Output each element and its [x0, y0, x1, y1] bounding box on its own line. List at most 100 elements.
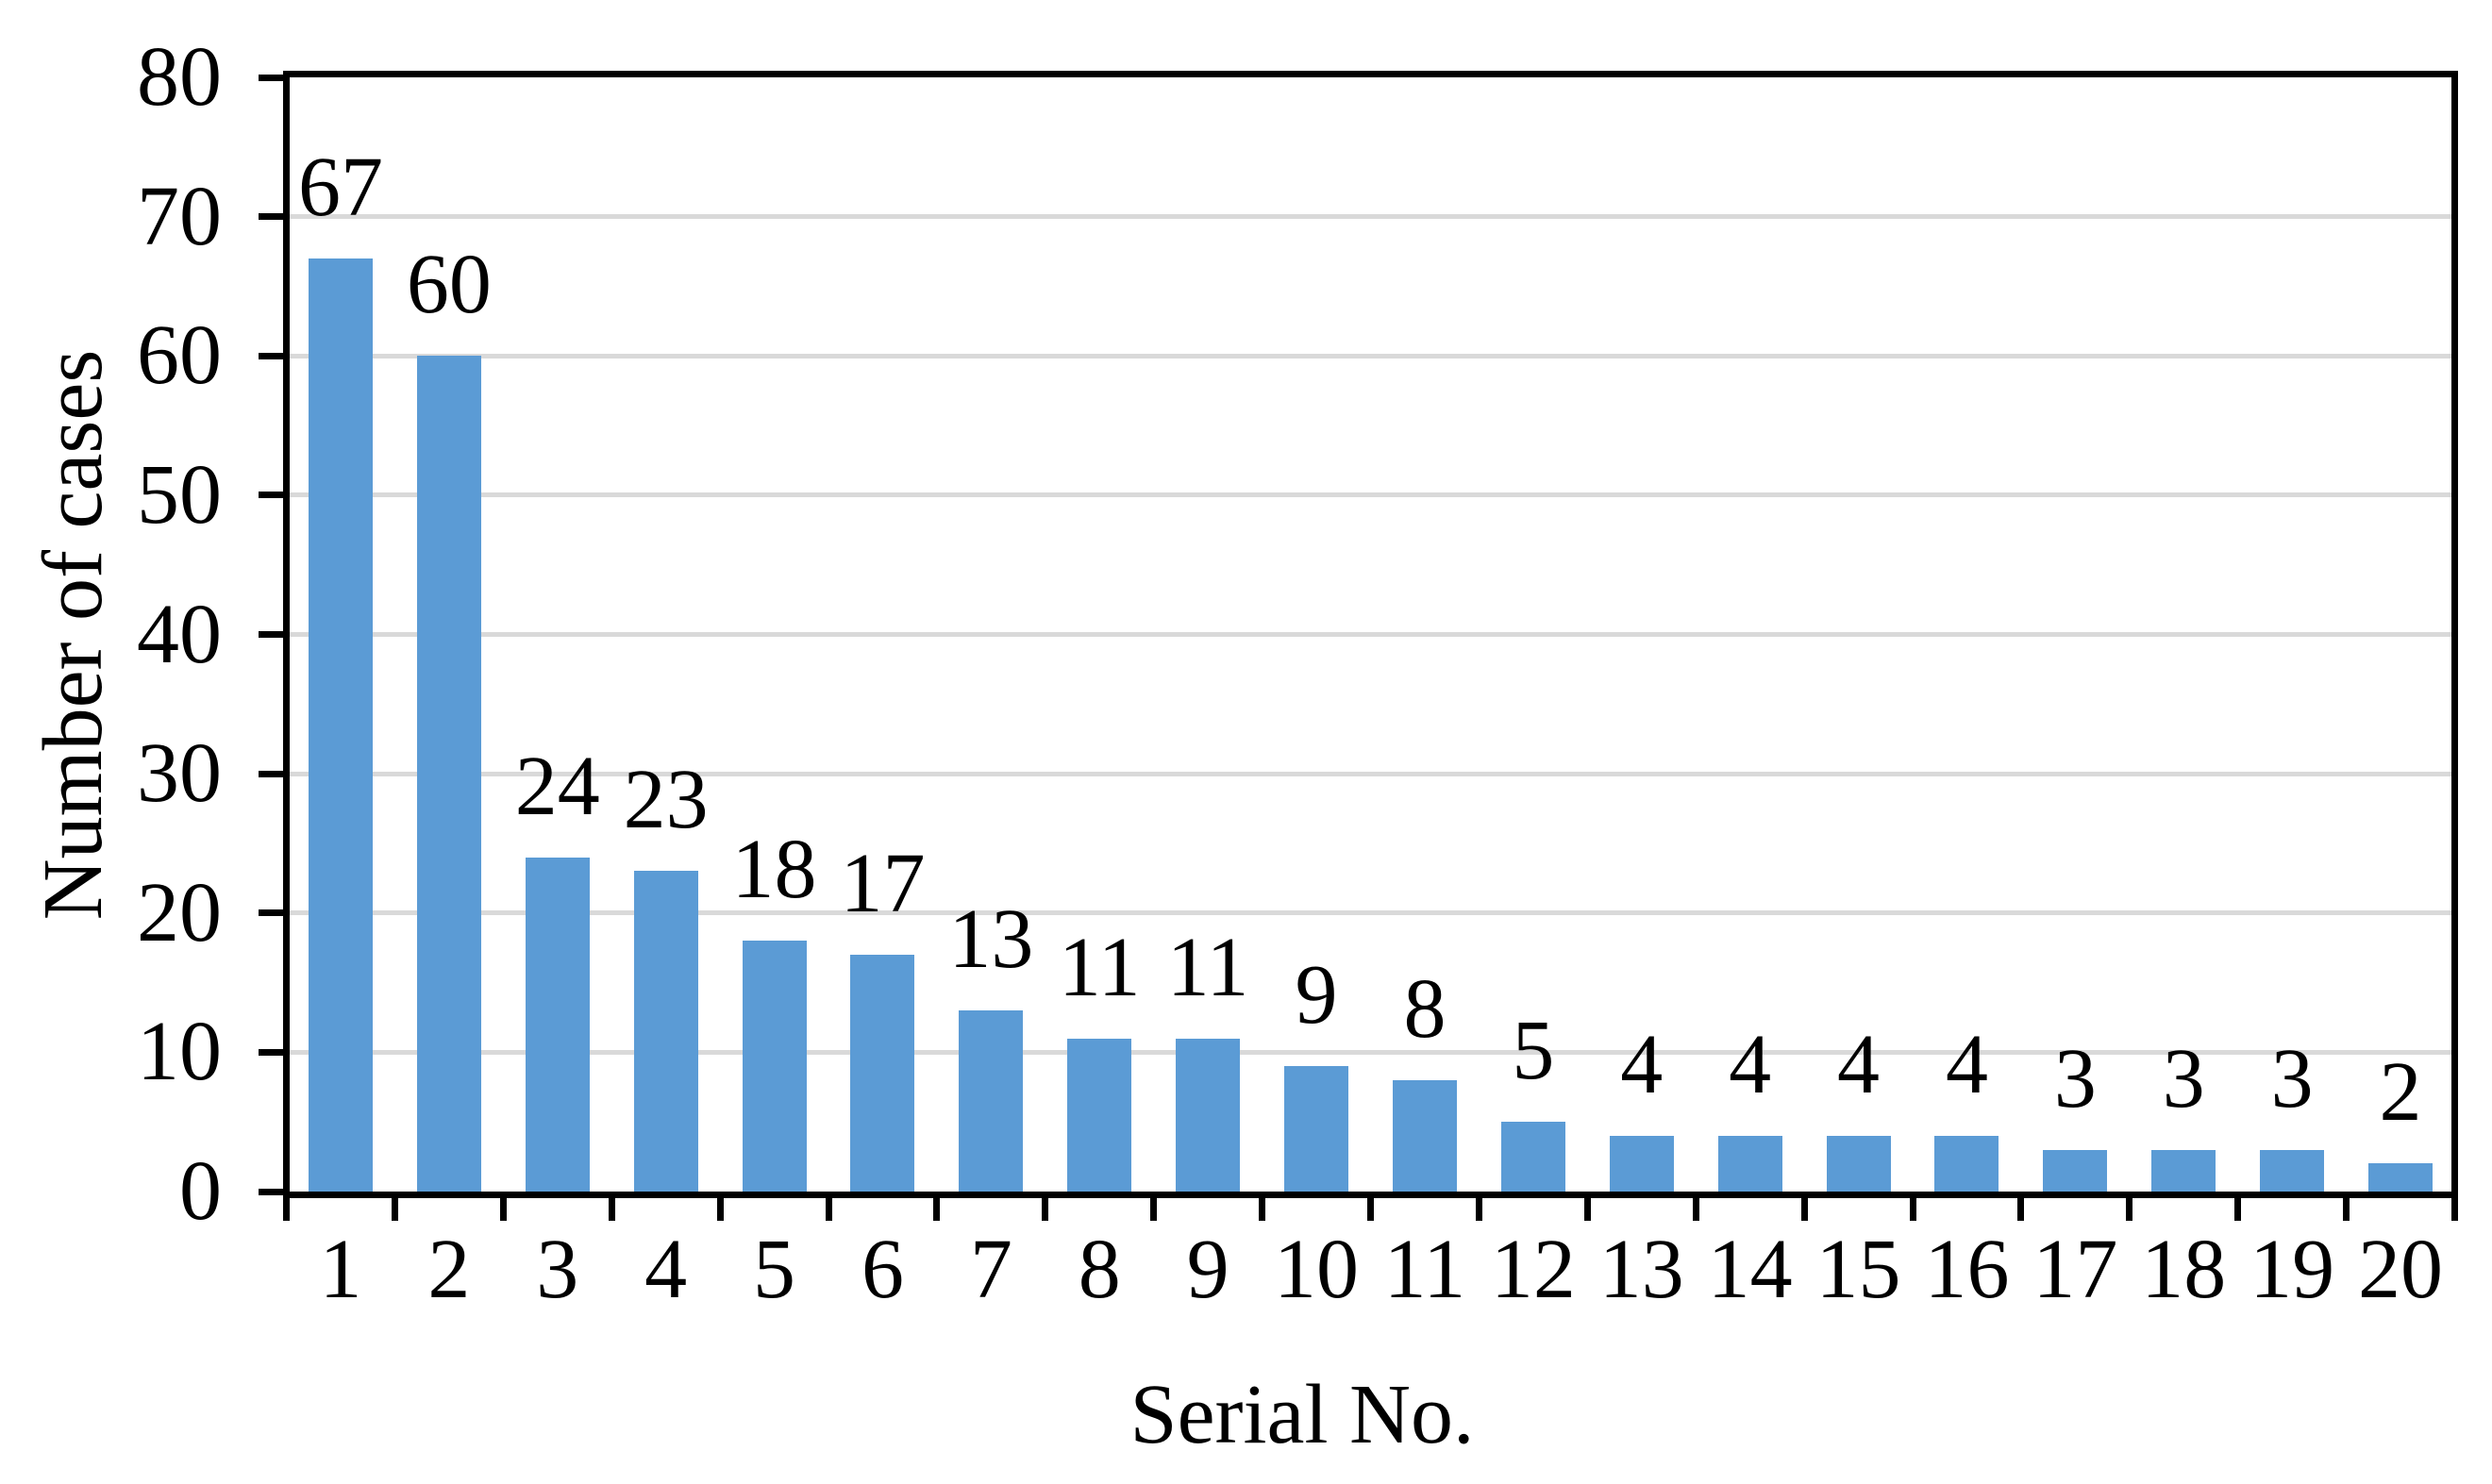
x-tick-label: 7 [969, 1223, 1012, 1316]
x-tick-mark [1150, 1198, 1158, 1221]
y-tick-mark [259, 770, 283, 777]
x-tick-label: 12 [1490, 1223, 1576, 1316]
x-tick-mark [2017, 1198, 2025, 1221]
x-tick-label: 3 [536, 1223, 579, 1316]
x-tick-mark [1692, 1198, 1699, 1221]
x-tick-mark [1042, 1198, 1049, 1221]
y-tick-label: 10 [137, 1005, 222, 1099]
x-tick-label: 4 [644, 1223, 688, 1316]
gridline [290, 632, 2451, 637]
bar-value-label: 18 [731, 823, 817, 917]
x-tick-label: 9 [1186, 1223, 1229, 1316]
bar [2260, 1149, 2325, 1192]
x-tick-label: 2 [427, 1223, 471, 1316]
x-tick-mark [2343, 1198, 2350, 1221]
bar [850, 955, 915, 1192]
x-tick-label: 17 [2032, 1223, 2118, 1316]
bar-value-label: 9 [1295, 948, 1338, 1042]
y-tick-label: 60 [137, 308, 222, 403]
y-tick-mark [259, 1188, 283, 1195]
x-tick-mark [1800, 1198, 1808, 1221]
x-tick-label: 1 [319, 1223, 362, 1316]
y-tick-mark [259, 909, 283, 917]
x-tick-mark [1909, 1198, 1916, 1221]
bar-value-label: 17 [840, 837, 926, 931]
bar-value-label: 3 [2053, 1031, 2097, 1126]
y-tick-mark [259, 1048, 283, 1056]
bar [1826, 1135, 1891, 1192]
bar [1176, 1038, 1241, 1192]
x-tick-label: 14 [1707, 1223, 1793, 1316]
bar [1500, 1122, 1565, 1192]
bar [2043, 1149, 2108, 1192]
x-tick-mark [933, 1198, 941, 1221]
x-tick-label: 5 [753, 1223, 796, 1316]
gridline [290, 353, 2451, 358]
y-tick-mark [259, 492, 283, 499]
bar-value-label: 4 [1620, 1017, 1664, 1111]
x-tick-label: 8 [1078, 1223, 1121, 1316]
bar-value-label: 8 [1403, 961, 1447, 1056]
gridline [290, 1049, 2451, 1055]
y-tick-mark [259, 631, 283, 638]
gridline [290, 214, 2451, 220]
bar [959, 1010, 1024, 1192]
bar-value-label: 4 [1837, 1017, 1881, 1111]
x-tick-label: 13 [1598, 1223, 1684, 1316]
x-tick-mark [283, 1198, 290, 1221]
bar [2151, 1149, 2216, 1192]
bar-value-label: 3 [2162, 1031, 2205, 1126]
gridline [290, 492, 2451, 498]
bar-value-label: 60 [406, 238, 492, 332]
x-tick-mark [1583, 1198, 1591, 1221]
x-tick-label: 11 [1383, 1223, 1466, 1316]
bar-value-label: 3 [2270, 1031, 2314, 1126]
x-tick-label: 10 [1274, 1223, 1360, 1316]
y-tick-mark [259, 74, 283, 81]
y-tick-label: 30 [137, 726, 222, 821]
bar-value-label: 11 [1166, 920, 1249, 1014]
x-tick-label: 18 [2141, 1223, 2227, 1316]
y-tick-label: 70 [137, 169, 222, 263]
bar [1934, 1135, 1999, 1192]
x-tick-mark [1475, 1198, 1482, 1221]
gridline [290, 771, 2451, 776]
x-tick-mark [716, 1198, 724, 1221]
bar [1067, 1038, 1132, 1192]
y-tick-label: 40 [137, 587, 222, 681]
bar [2368, 1163, 2433, 1192]
x-tick-label: 19 [2249, 1223, 2335, 1316]
bar-value-label: 5 [1512, 1004, 1555, 1098]
x-tick-mark [499, 1198, 507, 1221]
y-tick-mark [259, 352, 283, 359]
bar-value-label: 23 [623, 753, 709, 847]
x-tick-mark [2126, 1198, 2133, 1221]
bar-value-label: 24 [514, 739, 600, 833]
x-tick-mark [1367, 1198, 1374, 1221]
bar-value-label: 13 [948, 892, 1034, 987]
bar [1392, 1079, 1457, 1192]
bar [525, 857, 590, 1192]
bar [1284, 1066, 1349, 1192]
x-tick-mark [391, 1198, 398, 1221]
bar-value-label: 67 [297, 140, 383, 234]
y-tick-mark [259, 213, 283, 221]
bar-value-label: 11 [1058, 920, 1141, 1014]
x-tick-mark [2451, 1198, 2458, 1221]
bar [1609, 1135, 1674, 1192]
x-tick-label: 6 [861, 1223, 904, 1316]
x-tick-label: 16 [1924, 1223, 2010, 1316]
x-tick-mark [1259, 1198, 1266, 1221]
gridline [290, 910, 2451, 916]
y-tick-label: 50 [137, 447, 222, 542]
bar [633, 871, 698, 1192]
y-tick-label: 20 [137, 865, 222, 959]
y-tick-label: 0 [179, 1144, 222, 1238]
x-tick-label: 15 [1815, 1223, 1901, 1316]
bar-value-label: 4 [1729, 1017, 1772, 1111]
bar [308, 258, 373, 1192]
bar-value-label: 2 [2379, 1045, 2422, 1140]
bar [742, 941, 807, 1192]
bar [1717, 1135, 1782, 1192]
